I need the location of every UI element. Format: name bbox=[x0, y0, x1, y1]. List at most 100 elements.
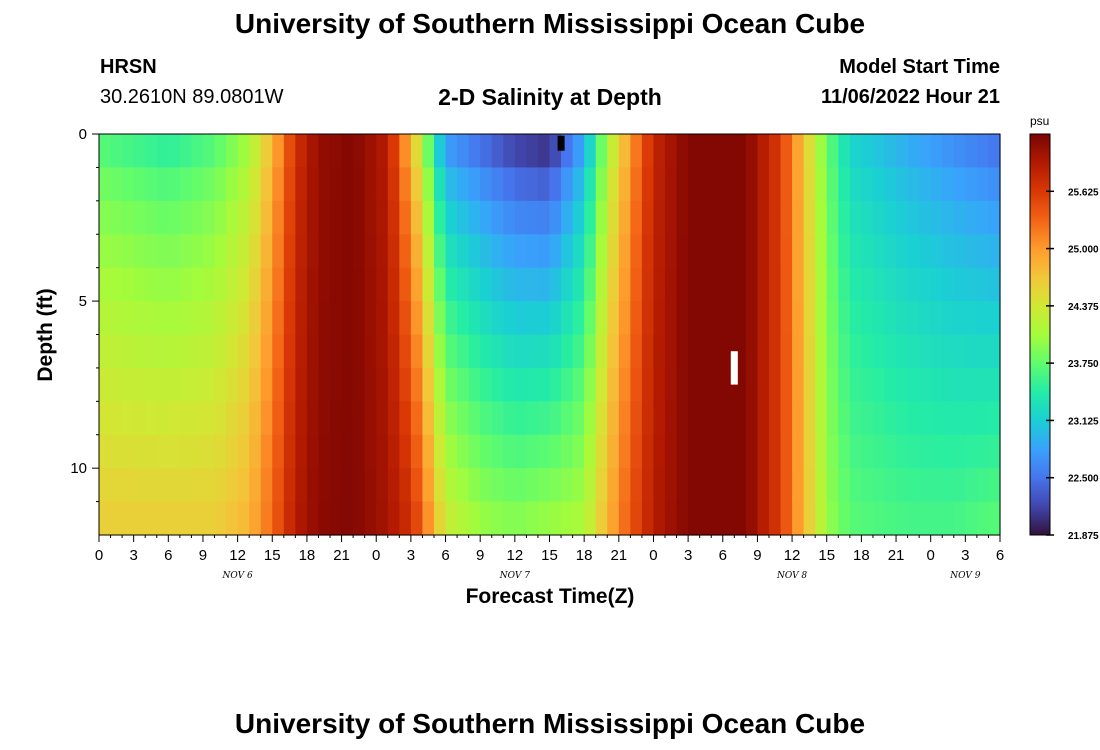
heatmap-cell bbox=[237, 167, 250, 202]
heatmap-cell bbox=[872, 200, 886, 235]
heatmap-cell bbox=[907, 468, 920, 503]
heatmap-cell bbox=[942, 434, 955, 469]
heatmap-cell bbox=[433, 234, 447, 269]
heatmap-cell bbox=[595, 234, 608, 269]
heatmap-cell bbox=[930, 434, 943, 469]
heatmap-cell bbox=[919, 167, 932, 202]
heatmap-cell bbox=[618, 334, 631, 369]
heatmap-cell bbox=[572, 167, 585, 202]
heatmap-cell bbox=[896, 134, 909, 169]
heatmap-cell bbox=[202, 134, 216, 169]
heatmap-cell bbox=[896, 267, 909, 302]
heatmap-cell bbox=[907, 200, 920, 235]
heatmap-cell bbox=[976, 167, 990, 202]
heatmap-cell bbox=[457, 267, 470, 302]
heatmap-cell bbox=[433, 334, 447, 369]
heatmap-cell bbox=[179, 468, 193, 503]
heatmap-cell bbox=[861, 367, 874, 402]
heatmap-cell bbox=[734, 134, 747, 169]
heatmap-cell bbox=[260, 501, 273, 536]
heatmap-cell bbox=[653, 501, 666, 536]
heatmap-cell bbox=[734, 167, 747, 202]
heatmap-cell bbox=[688, 200, 701, 235]
heatmap-cell bbox=[630, 134, 643, 169]
colorbar-unit: psu bbox=[1030, 114, 1050, 128]
heatmap-cell bbox=[826, 200, 839, 235]
heatmap-cell bbox=[226, 434, 239, 469]
heatmap-cell bbox=[526, 134, 539, 169]
heatmap-cell bbox=[272, 401, 285, 436]
heatmap-cell bbox=[942, 367, 955, 402]
heatmap-cell bbox=[133, 367, 146, 402]
heatmap-cell bbox=[815, 468, 828, 503]
heatmap-cell bbox=[364, 134, 377, 169]
heatmap-cell bbox=[907, 501, 920, 536]
heatmap-cell bbox=[364, 434, 377, 469]
heatmap-cell bbox=[561, 468, 574, 503]
heatmap-cell bbox=[156, 134, 169, 169]
heatmap-cell bbox=[214, 234, 227, 269]
heatmap-cell bbox=[965, 468, 978, 503]
heatmap-cell bbox=[191, 234, 204, 269]
heatmap-cell bbox=[249, 200, 262, 235]
heatmap-cell bbox=[214, 334, 227, 369]
heatmap-cell bbox=[930, 501, 943, 536]
colorbar-tick-label: 23.125 bbox=[1068, 416, 1099, 427]
heatmap-cell bbox=[930, 367, 943, 402]
x-tick-label: 3 bbox=[407, 547, 415, 564]
heatmap-cell bbox=[283, 334, 296, 369]
heatmap-cell bbox=[838, 167, 851, 202]
heatmap-cell bbox=[260, 200, 273, 235]
heatmap-cell bbox=[803, 267, 816, 302]
heatmap-cell bbox=[757, 234, 770, 269]
heatmap-cell bbox=[318, 434, 331, 469]
heatmap-cell bbox=[110, 468, 123, 503]
heatmap-cell bbox=[445, 267, 458, 302]
heatmap-cell bbox=[641, 401, 655, 436]
heatmap-cell bbox=[572, 267, 585, 302]
heatmap-cell bbox=[99, 334, 112, 369]
heatmap-cell bbox=[722, 167, 735, 202]
heatmap-cell bbox=[953, 367, 966, 402]
heatmap-cell bbox=[976, 468, 990, 503]
heatmap-cell bbox=[168, 468, 181, 503]
x-tick-label: 21 bbox=[888, 547, 905, 564]
heatmap-cell bbox=[861, 167, 874, 202]
heatmap-cell bbox=[711, 401, 724, 436]
heatmap-cell bbox=[503, 301, 516, 336]
heatmap-cell bbox=[549, 334, 562, 369]
heatmap-cell bbox=[318, 267, 331, 302]
heatmap-cell bbox=[145, 234, 158, 269]
heatmap-cell bbox=[780, 167, 793, 202]
heatmap-cell bbox=[306, 267, 320, 302]
heatmap-cell bbox=[665, 367, 678, 402]
heatmap-cell bbox=[930, 267, 943, 302]
heatmap-cell bbox=[884, 234, 897, 269]
heatmap-cell bbox=[665, 501, 678, 536]
heatmap-cell bbox=[884, 468, 897, 503]
heatmap-cell bbox=[965, 434, 978, 469]
heatmap-cell bbox=[457, 167, 470, 202]
heatmap-cell bbox=[260, 334, 273, 369]
heatmap-cell bbox=[618, 401, 631, 436]
heatmap-cell bbox=[826, 401, 839, 436]
heatmap-cell bbox=[353, 200, 366, 235]
heatmap-cell bbox=[179, 401, 193, 436]
heatmap-cell bbox=[815, 334, 828, 369]
heatmap-cell bbox=[122, 401, 135, 436]
heatmap-cell bbox=[988, 401, 1001, 436]
heatmap-cell bbox=[745, 367, 759, 402]
heatmap-cell bbox=[792, 367, 805, 402]
heatmap-cell bbox=[688, 334, 701, 369]
heatmap-cell bbox=[699, 167, 712, 202]
missing-data-markers bbox=[557, 135, 738, 385]
heatmap-cell bbox=[849, 367, 862, 402]
heatmap-cell bbox=[202, 401, 216, 436]
heatmap-cell bbox=[711, 434, 724, 469]
heatmap-cell bbox=[919, 367, 932, 402]
heatmap-cell bbox=[376, 234, 389, 269]
heatmap-cell bbox=[988, 267, 1001, 302]
heatmap-cell bbox=[306, 200, 320, 235]
heatmap-cell bbox=[584, 301, 597, 336]
heatmap-cell bbox=[514, 167, 527, 202]
